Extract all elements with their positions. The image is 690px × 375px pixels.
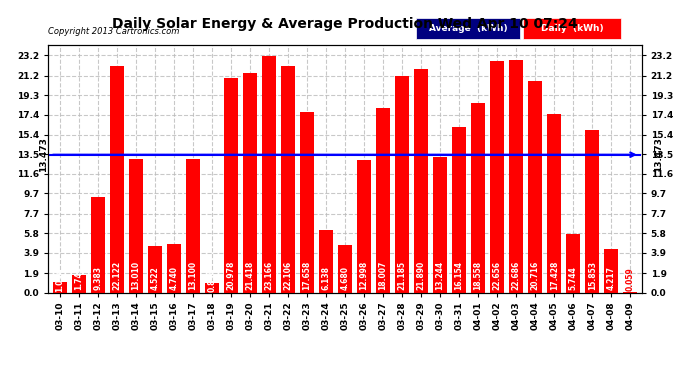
Text: 21.185: 21.185: [397, 261, 406, 291]
Bar: [52, 282, 67, 292]
Text: 22.686: 22.686: [512, 261, 521, 291]
Bar: [509, 60, 523, 292]
Bar: [205, 284, 219, 292]
Bar: [395, 76, 409, 292]
Bar: [490, 61, 504, 292]
Text: 0.059: 0.059: [626, 268, 635, 291]
Bar: [148, 246, 162, 292]
Text: Daily  (kWh): Daily (kWh): [541, 24, 603, 33]
Text: 22.656: 22.656: [493, 261, 502, 291]
Bar: [262, 56, 276, 292]
Text: 9.383: 9.383: [93, 267, 102, 291]
Bar: [300, 112, 314, 292]
Text: Average  (kWh): Average (kWh): [428, 24, 507, 33]
Bar: [110, 66, 124, 292]
Text: 16.154: 16.154: [455, 261, 464, 291]
Bar: [376, 108, 390, 292]
Text: Daily Solar Energy & Average Production Wed Apr 10 07:24: Daily Solar Energy & Average Production …: [112, 17, 578, 31]
Bar: [547, 114, 562, 292]
Text: 22.122: 22.122: [112, 261, 121, 291]
Text: 1.743: 1.743: [75, 267, 83, 291]
Bar: [338, 244, 352, 292]
Bar: [585, 130, 600, 292]
Text: 4.680: 4.680: [340, 267, 350, 291]
Text: 13.473: 13.473: [653, 137, 662, 172]
Bar: [167, 244, 181, 292]
Bar: [319, 230, 333, 292]
Text: 12.998: 12.998: [359, 261, 368, 291]
Text: 20.978: 20.978: [226, 261, 235, 291]
Text: 17.658: 17.658: [302, 261, 311, 291]
Text: 4.740: 4.740: [169, 267, 178, 291]
Text: 4.217: 4.217: [607, 267, 615, 291]
Text: 22.106: 22.106: [284, 261, 293, 291]
Text: 13.100: 13.100: [188, 261, 197, 291]
Text: Copyright 2013 Cartronics.com: Copyright 2013 Cartronics.com: [48, 27, 179, 36]
Text: 15.853: 15.853: [588, 261, 597, 291]
Text: 18.558: 18.558: [473, 261, 482, 291]
Bar: [224, 78, 238, 292]
Text: 13.244: 13.244: [435, 261, 444, 291]
Bar: [433, 157, 447, 292]
Bar: [452, 127, 466, 292]
Bar: [357, 160, 371, 292]
FancyBboxPatch shape: [416, 18, 520, 39]
Bar: [90, 196, 105, 292]
Bar: [281, 66, 295, 292]
Bar: [128, 159, 143, 292]
Text: 13.010: 13.010: [131, 261, 140, 291]
Bar: [72, 274, 86, 292]
Bar: [186, 159, 200, 292]
Bar: [604, 249, 618, 292]
Text: 18.007: 18.007: [379, 261, 388, 291]
Text: 6.138: 6.138: [322, 267, 331, 291]
Text: 17.428: 17.428: [550, 261, 559, 291]
FancyBboxPatch shape: [523, 18, 621, 39]
Text: 0.894: 0.894: [208, 268, 217, 292]
Bar: [414, 69, 428, 292]
Text: 23.166: 23.166: [264, 261, 273, 291]
Text: 1.014: 1.014: [55, 268, 64, 292]
Bar: [566, 234, 580, 292]
Text: 13.473: 13.473: [39, 137, 48, 172]
Text: 20.716: 20.716: [531, 261, 540, 291]
Bar: [528, 81, 542, 292]
Text: 21.418: 21.418: [246, 261, 255, 291]
Text: 21.890: 21.890: [417, 261, 426, 291]
Text: 5.744: 5.744: [569, 267, 578, 291]
Bar: [471, 103, 485, 292]
Bar: [243, 74, 257, 292]
Text: 4.522: 4.522: [150, 267, 159, 291]
